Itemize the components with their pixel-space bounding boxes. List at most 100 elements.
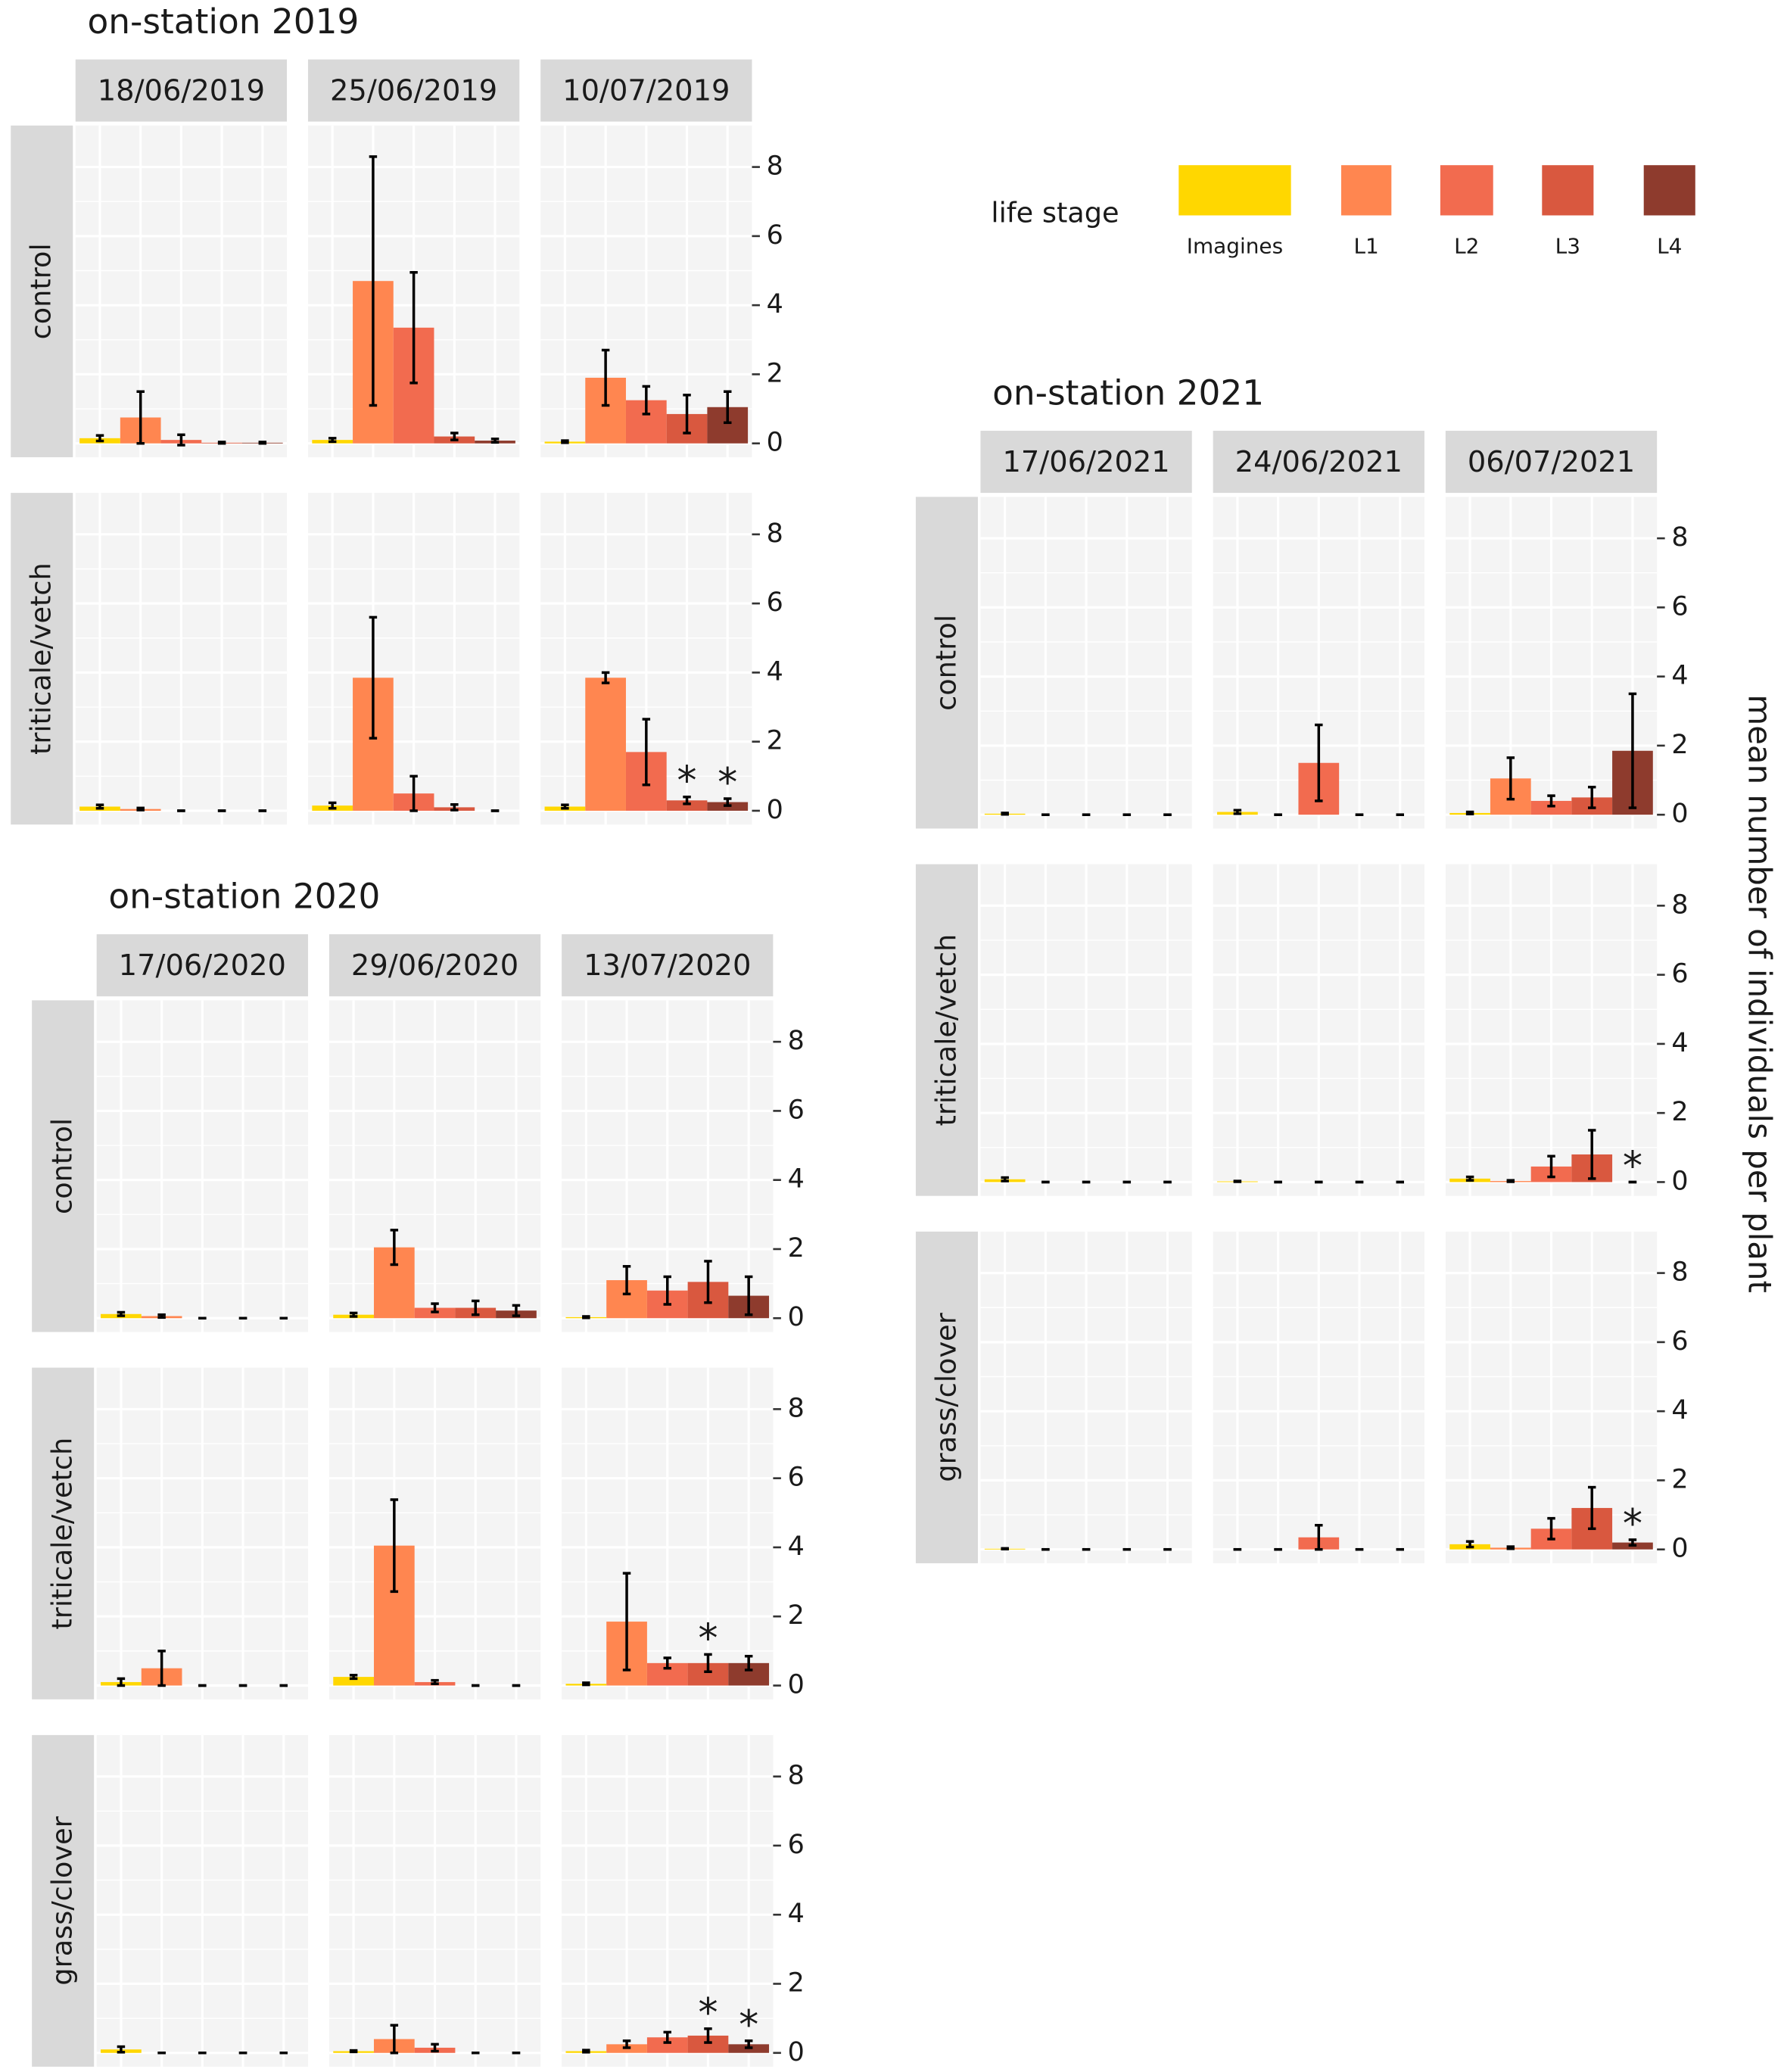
y-tick-label: 2 bbox=[767, 726, 783, 756]
y-tick-label: 6 bbox=[788, 1095, 805, 1125]
strip bbox=[540, 59, 752, 122]
strip bbox=[328, 934, 541, 997]
y-tick-label: 2 bbox=[788, 1968, 805, 1998]
legend-title: life stage bbox=[991, 196, 1119, 229]
row-strip bbox=[32, 1000, 95, 1332]
row-label: triticale/vetch bbox=[929, 934, 962, 1126]
strip-label: 10/07/2019 bbox=[562, 74, 730, 108]
row-label: triticale/vetch bbox=[46, 1438, 79, 1630]
legend-label: L2 bbox=[1454, 233, 1479, 258]
row-strip bbox=[915, 497, 978, 829]
strip bbox=[96, 934, 308, 997]
significance-label: * bbox=[1623, 1500, 1642, 1547]
y-tick-label: 8 bbox=[788, 1761, 805, 1791]
y-tick-label: 0 bbox=[1671, 1166, 1688, 1196]
row-strip bbox=[32, 1734, 95, 2067]
bar bbox=[646, 2037, 688, 2053]
legend-label: Imagines bbox=[1187, 233, 1283, 258]
y-tick-label: 8 bbox=[1671, 522, 1688, 553]
y-tick-label: 0 bbox=[1671, 1534, 1688, 1564]
y-tick-label: 8 bbox=[767, 519, 783, 549]
y-tick-label: 0 bbox=[767, 795, 783, 825]
strip bbox=[1213, 431, 1424, 494]
significance-label: * bbox=[739, 2002, 758, 2048]
y-tick-label: 6 bbox=[1671, 959, 1688, 989]
row-label: grass/clover bbox=[929, 1312, 962, 1482]
y-tick-label: 8 bbox=[788, 1393, 805, 1423]
strip-label: 17/06/2021 bbox=[1002, 445, 1169, 479]
y-tick-label: 8 bbox=[788, 1026, 805, 1056]
y-axis-title: mean number of individuals per plant bbox=[1741, 694, 1778, 1293]
strip bbox=[562, 934, 774, 997]
bar bbox=[333, 1677, 374, 1686]
legend-key bbox=[1542, 165, 1594, 216]
strip-label: 06/07/2021 bbox=[1468, 445, 1635, 479]
group-title: on-station 2020 bbox=[108, 876, 380, 916]
y-tick-label: 2 bbox=[788, 1233, 805, 1263]
bar bbox=[585, 678, 626, 811]
row-label: control bbox=[46, 1118, 79, 1214]
strip bbox=[307, 59, 520, 122]
y-tick-label: 6 bbox=[788, 1830, 805, 1860]
row-label: control bbox=[929, 615, 962, 711]
y-tick-label: 6 bbox=[1671, 1326, 1688, 1357]
bar bbox=[687, 2035, 729, 2053]
y-tick-label: 4 bbox=[788, 1164, 805, 1195]
y-tick-label: 0 bbox=[1671, 799, 1688, 829]
y-tick-label: 6 bbox=[788, 1463, 805, 1493]
y-tick-label: 2 bbox=[788, 1600, 805, 1631]
strip bbox=[980, 431, 1192, 494]
y-tick-label: 4 bbox=[1671, 1395, 1688, 1425]
significance-label: * bbox=[677, 758, 696, 804]
y-tick-label: 4 bbox=[1671, 661, 1688, 691]
y-tick-label: 8 bbox=[1671, 1257, 1688, 1288]
strip-label: 24/06/2021 bbox=[1235, 445, 1403, 479]
row-strip bbox=[11, 493, 73, 825]
legend-label: L4 bbox=[1657, 233, 1682, 258]
legend-key bbox=[1643, 165, 1695, 216]
bar bbox=[1530, 800, 1572, 815]
strip-label: 18/06/2019 bbox=[98, 74, 265, 108]
significance-label: * bbox=[1623, 1143, 1642, 1189]
group-title: on-station 2019 bbox=[87, 2, 359, 42]
strip bbox=[75, 59, 288, 122]
y-tick-label: 2 bbox=[1671, 1464, 1688, 1494]
y-tick-label: 2 bbox=[767, 358, 783, 388]
strip-label: 13/07/2020 bbox=[584, 949, 751, 983]
y-tick-label: 6 bbox=[1671, 591, 1688, 622]
y-tick-label: 6 bbox=[767, 587, 783, 618]
significance-label: * bbox=[698, 1616, 718, 1662]
group-title: on-station 2021 bbox=[992, 372, 1264, 413]
row-strip bbox=[915, 1231, 978, 1563]
y-tick-label: 2 bbox=[1671, 730, 1688, 760]
row-label: grass/clover bbox=[46, 1815, 79, 1985]
y-tick-label: 8 bbox=[1671, 890, 1688, 920]
y-tick-label: 4 bbox=[1671, 1028, 1688, 1058]
strip bbox=[1445, 431, 1658, 494]
legend-key bbox=[1340, 165, 1392, 216]
strip-label: 29/06/2020 bbox=[351, 949, 518, 983]
y-tick-label: 6 bbox=[767, 220, 783, 251]
bar bbox=[666, 800, 708, 811]
y-tick-label: 4 bbox=[788, 1899, 805, 1929]
row-label: triticale/vetch bbox=[25, 562, 58, 755]
legend-label: L1 bbox=[1353, 233, 1378, 258]
row-label: control bbox=[25, 243, 58, 339]
y-tick-label: 4 bbox=[767, 656, 783, 687]
y-tick-label: 0 bbox=[767, 428, 783, 458]
y-tick-label: 0 bbox=[788, 1302, 805, 1332]
legend-key bbox=[1178, 165, 1291, 216]
row-strip bbox=[915, 864, 978, 1196]
legend-label: L3 bbox=[1555, 233, 1580, 258]
y-tick-label: 4 bbox=[788, 1531, 805, 1562]
significance-label: * bbox=[698, 1989, 718, 2036]
strip-label: 17/06/2020 bbox=[119, 949, 286, 983]
y-tick-label: 0 bbox=[788, 1670, 805, 1700]
y-tick-label: 0 bbox=[788, 2037, 805, 2067]
row-strip bbox=[32, 1367, 95, 1700]
significance-label: * bbox=[718, 760, 737, 806]
y-tick-label: 4 bbox=[767, 289, 783, 319]
y-tick-label: 2 bbox=[1671, 1097, 1688, 1127]
strip-label: 25/06/2019 bbox=[330, 74, 497, 108]
